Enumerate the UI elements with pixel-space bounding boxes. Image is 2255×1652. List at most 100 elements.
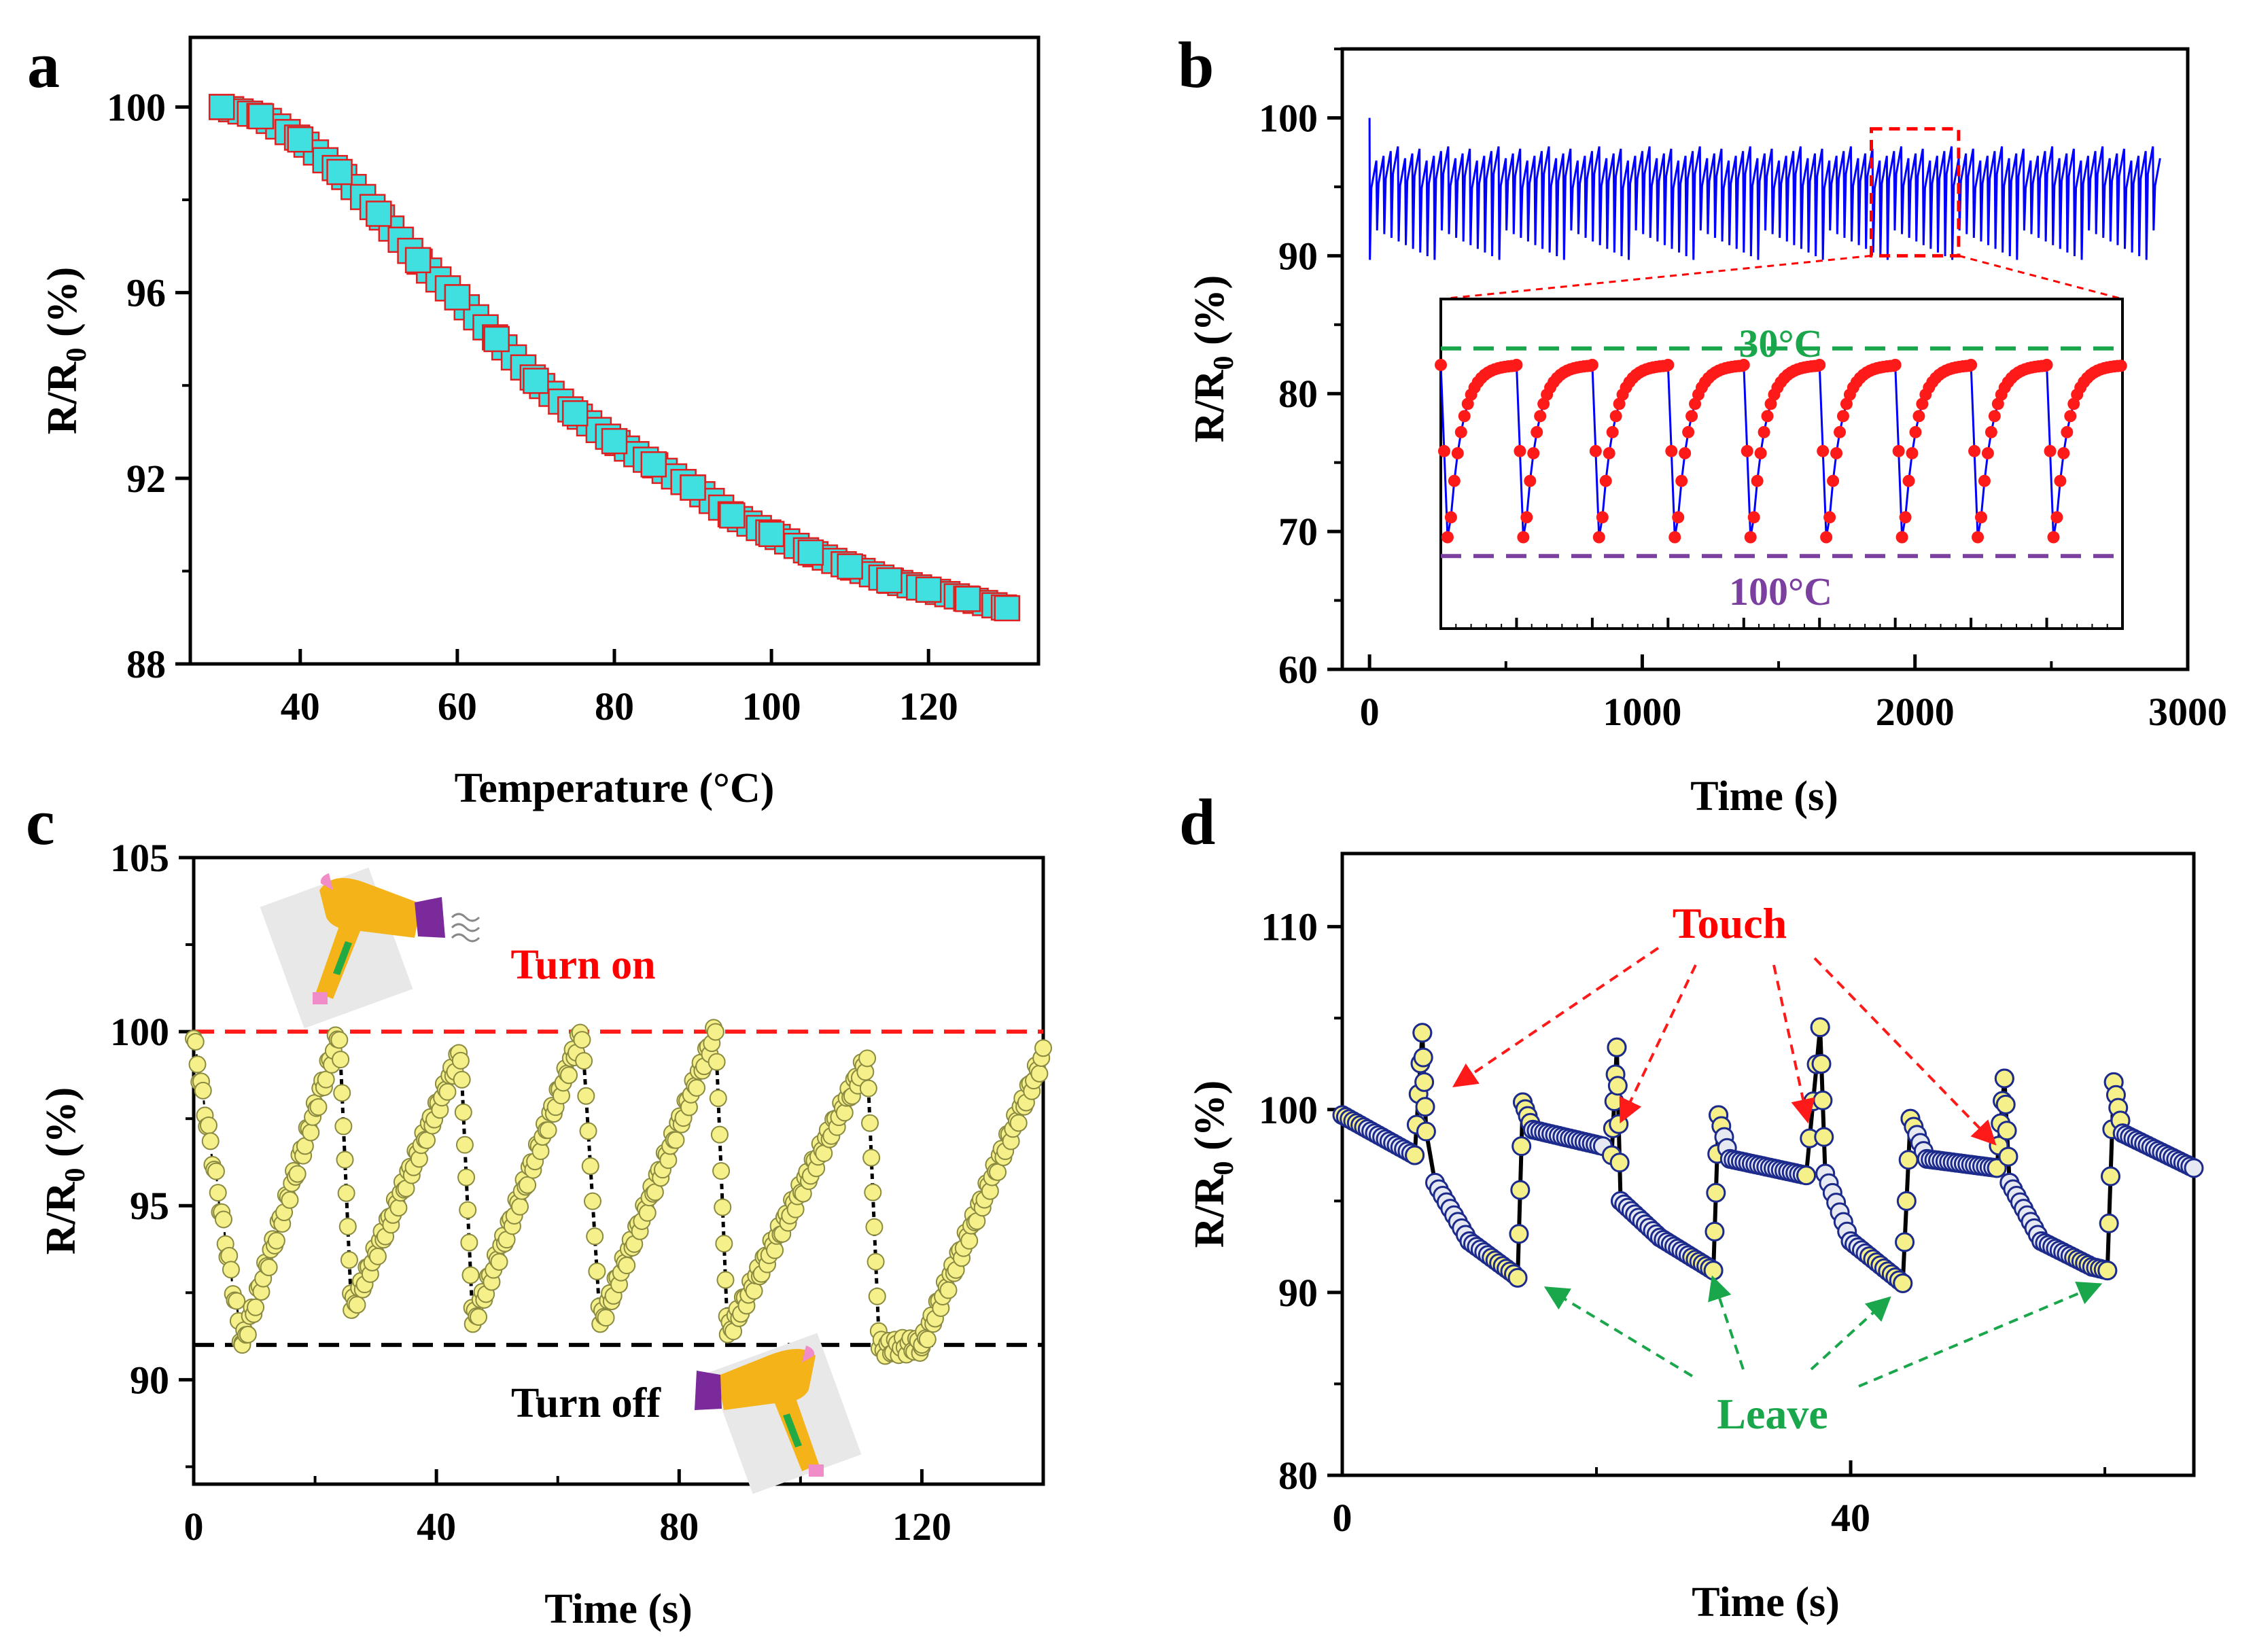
data-point	[247, 103, 275, 130]
data-point	[960, 1231, 979, 1250]
data-point	[868, 1287, 886, 1305]
data-point	[228, 1292, 246, 1310]
panel-d-points	[1332, 1017, 2204, 1293]
panel-b-zoom-line-right	[1958, 254, 2123, 300]
inset-data-point	[1895, 531, 1908, 544]
y-tick-label: 90	[1278, 234, 1318, 278]
inset-data-point	[1437, 444, 1450, 457]
drop-line	[580, 1031, 602, 1324]
data-point	[444, 284, 471, 311]
inset-data-point	[1534, 410, 1547, 423]
data-point	[199, 1117, 217, 1135]
inset-data-point	[1603, 446, 1615, 459]
y-tick-label: 100	[1259, 1088, 1318, 1132]
data-point	[260, 1259, 278, 1277]
data-point	[194, 1081, 212, 1100]
data-point	[239, 1325, 257, 1343]
panel-d-leave-arrows	[1543, 1275, 2103, 1388]
hair-dryer-icon	[695, 1333, 862, 1494]
x-tick-label: 40	[281, 684, 320, 728]
panel-b-inset-label-30c: 30°C	[1738, 321, 1822, 366]
x-tick-label: 2000	[1876, 690, 1955, 734]
inset-data-point	[1902, 474, 1915, 487]
data-point	[340, 1251, 358, 1269]
data-point	[1995, 1094, 2016, 1114]
y-tick-label: 105	[110, 836, 169, 880]
y-tick-label: 100	[1259, 96, 1318, 140]
panel-d-ylabel: R/R0 (%)	[1187, 1080, 1240, 1248]
leave-arrow-3	[1810, 1296, 1891, 1371]
x-tick-label: 120	[892, 1505, 951, 1549]
data-point	[222, 1261, 240, 1279]
data-point	[1811, 1053, 1832, 1074]
x-tick-label: 3000	[2148, 690, 2227, 734]
inset-data-point	[1458, 410, 1471, 423]
data-point	[597, 1309, 615, 1327]
inset-data-point	[1451, 446, 1464, 459]
data-point	[583, 1192, 601, 1210]
data-point	[862, 1148, 881, 1167]
data-point	[490, 1252, 508, 1271]
panel-b-inset-ticks	[1455, 618, 2108, 629]
data-point	[797, 539, 824, 566]
inset-data-point	[1435, 359, 1447, 371]
inset-data-point	[2047, 531, 2060, 544]
data-point	[710, 1125, 729, 1144]
inset-data-point	[2067, 398, 2080, 410]
panel-c-xlabel: Time (s)	[544, 1586, 693, 1632]
data-point	[368, 1247, 387, 1265]
data-point	[455, 1136, 474, 1154]
panel-b-zoom-line-left	[1440, 254, 1872, 300]
data-point	[688, 1078, 706, 1097]
data-point	[575, 1052, 593, 1070]
data-point	[638, 1203, 657, 1222]
data-point	[1415, 1097, 1435, 1117]
inset-data-point	[1679, 446, 1692, 459]
y-tick-label: 100	[107, 85, 166, 129]
y-tick-label: 96	[126, 271, 166, 315]
inset-data-point	[1834, 425, 1847, 438]
data-point	[209, 1184, 227, 1202]
y-tick-label: 80	[1278, 372, 1318, 416]
inset-data-point	[1813, 359, 1826, 371]
inset-data-point	[1912, 410, 1925, 423]
panel-c-label-turn-on: Turn on	[510, 942, 655, 988]
hair-dryer-icon	[260, 867, 480, 1029]
data-point	[417, 1131, 436, 1149]
data-point	[1509, 1224, 1529, 1244]
inset-data-point	[1596, 511, 1609, 524]
data-point	[2097, 1261, 2118, 1281]
data-point	[366, 200, 392, 227]
y-tick-label: 110	[1261, 905, 1318, 949]
panel-b: b 0 1000 2000 3000 60 70 80 90 100 30°C 100°C Ti…	[1178, 29, 2227, 820]
data-point	[1414, 1072, 1435, 1092]
x-tick-label: 80	[659, 1505, 699, 1549]
data-point	[858, 1049, 877, 1068]
x-tick-label: 40	[417, 1505, 456, 1549]
data-point	[989, 1163, 1007, 1181]
data-point	[861, 1114, 879, 1132]
data-point	[859, 1079, 877, 1097]
inset-data-point	[1965, 359, 1978, 371]
inset-data-point	[1613, 398, 1626, 410]
data-point	[864, 1183, 882, 1201]
inset-data-point	[1606, 425, 1619, 438]
inset-data-point	[1531, 425, 1543, 438]
data-point	[577, 1087, 595, 1105]
data-point	[1994, 1068, 2014, 1089]
data-point	[1609, 1114, 1629, 1134]
inset-data-point	[1892, 444, 1905, 457]
inset-data-point	[1991, 398, 2004, 410]
data-point	[709, 1089, 727, 1108]
data-point	[288, 1165, 307, 1183]
data-point	[1997, 1121, 2017, 1141]
data-point	[2184, 1158, 2204, 1178]
data-point	[1814, 1127, 1834, 1147]
data-point	[1609, 1153, 1630, 1173]
inset-data-point	[1968, 444, 1981, 457]
inset-data-point	[1592, 531, 1605, 544]
inset-data-point	[1840, 398, 1853, 410]
panel-b-inset-label-100c: 100°C	[1729, 569, 1832, 614]
data-point	[302, 1123, 320, 1142]
data-point	[1416, 1121, 1436, 1142]
